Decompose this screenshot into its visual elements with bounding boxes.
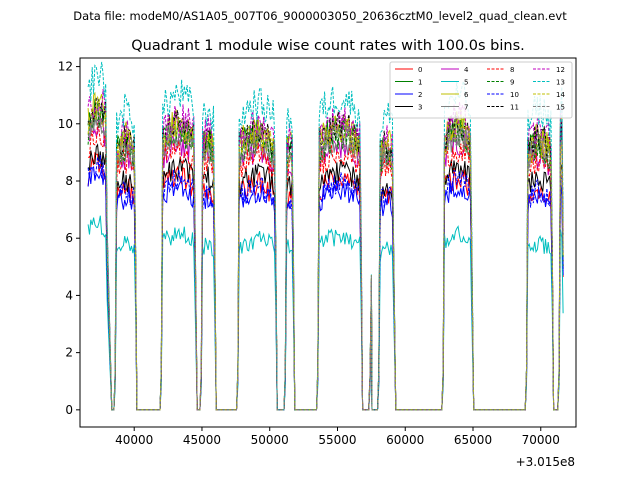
legend-label-2: 2 [418, 91, 422, 99]
chart-title: Quadrant 1 module wise count rates with … [131, 38, 525, 54]
y-tick-label: 2 [65, 346, 73, 360]
series-line-5 [87, 215, 564, 411]
chart-suptitle: Data file: modeM0/AS1A05_007T06_90000030… [73, 9, 567, 23]
legend-label-9: 9 [510, 79, 514, 87]
legend-label-12: 12 [556, 66, 565, 74]
legend-label-4: 4 [464, 66, 469, 74]
y-tick-label: 10 [58, 117, 73, 131]
legend-label-6: 6 [464, 91, 469, 99]
series-line-10 [87, 155, 564, 411]
y-tick-label: 4 [65, 288, 73, 302]
x-tick-label: 55000 [318, 433, 356, 447]
legend-label-5: 5 [464, 79, 468, 87]
x-tick-label: 50000 [251, 433, 289, 447]
legend-label-11: 11 [510, 104, 519, 112]
x-offset-label: +3.015e8 [516, 455, 575, 469]
y-tick-label: 12 [58, 60, 73, 74]
legend-label-10: 10 [510, 91, 519, 99]
series-line-3 [87, 143, 564, 411]
x-tick-label: 45000 [183, 433, 221, 447]
legend-label-0: 0 [418, 66, 422, 74]
legend-label-14: 14 [556, 91, 565, 99]
legend-box [389, 61, 573, 119]
legend-label-1: 1 [418, 79, 422, 87]
y-tick-label: 0 [65, 403, 73, 417]
axes-ticks: 40000 45000 50000 55000 60000 65000 70000 0 2 4 6 8… [58, 60, 560, 447]
y-tick-label: 8 [65, 174, 73, 188]
series-line-8 [88, 122, 564, 411]
legend-label-7: 7 [464, 104, 468, 112]
series-line-9 [87, 101, 564, 411]
series-line-12 [87, 89, 564, 411]
legend-label-13: 13 [556, 79, 565, 87]
x-tick-label: 65000 [454, 433, 492, 447]
series-line-13 [87, 61, 564, 411]
x-tick-label: 40000 [115, 433, 153, 447]
series-lines [87, 61, 564, 411]
x-tick-label: 70000 [522, 433, 560, 447]
x-tick-label: 60000 [386, 433, 424, 447]
series-line-15 [87, 114, 564, 411]
series-line-4 [87, 112, 564, 411]
legend-label-15: 15 [556, 104, 565, 112]
y-tick-label: 6 [65, 231, 73, 245]
series-line-2 [87, 165, 564, 411]
plot-frame [79, 57, 577, 428]
legend-label-3: 3 [418, 104, 422, 112]
legend-label-8: 8 [510, 66, 514, 74]
